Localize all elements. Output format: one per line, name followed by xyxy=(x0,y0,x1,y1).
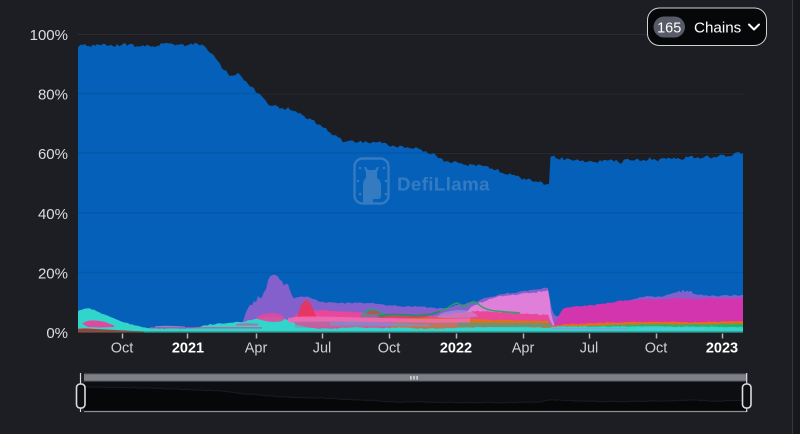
svg-text:2023: 2023 xyxy=(706,341,738,357)
svg-text:Chains: Chains xyxy=(694,20,742,37)
svg-text:Apr: Apr xyxy=(245,341,268,357)
svg-text:2022: 2022 xyxy=(440,341,472,357)
svg-text:Oct: Oct xyxy=(645,341,668,357)
svg-text:165: 165 xyxy=(657,20,681,36)
svg-text:DefiLlama: DefiLlama xyxy=(397,174,490,195)
svg-text:0%: 0% xyxy=(46,325,68,342)
svg-text:Jul: Jul xyxy=(580,341,599,357)
svg-text:Oct: Oct xyxy=(111,341,134,357)
svg-text:40%: 40% xyxy=(38,206,68,223)
svg-text:2021: 2021 xyxy=(172,341,204,357)
svg-text:20%: 20% xyxy=(38,265,68,282)
svg-text:60%: 60% xyxy=(38,146,68,163)
svg-text:Oct: Oct xyxy=(378,341,401,357)
svg-text:100%: 100% xyxy=(30,27,68,44)
svg-text:Apr: Apr xyxy=(512,341,535,357)
svg-text:Jul: Jul xyxy=(313,341,332,357)
svg-text:80%: 80% xyxy=(38,86,68,103)
